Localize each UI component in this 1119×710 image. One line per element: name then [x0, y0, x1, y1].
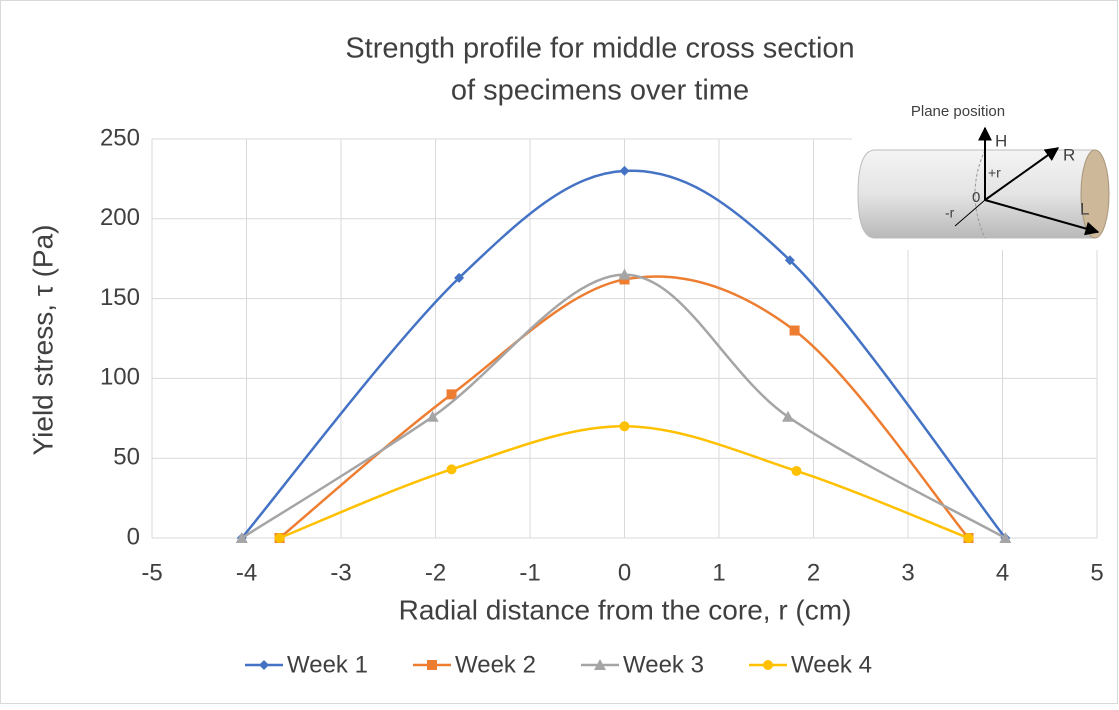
axis-l	[984, 199, 1100, 236]
x-tick-label: -1	[519, 559, 540, 586]
y-tick-label: 0	[127, 523, 140, 550]
marker	[999, 532, 1012, 543]
legend-label: Week 3	[623, 651, 704, 678]
x-tick-label: 2	[807, 559, 820, 586]
inset-label: H	[995, 131, 1007, 150]
marker	[446, 464, 457, 475]
marker	[274, 533, 285, 543]
marker	[235, 532, 248, 543]
inset-diagram: Plane position H R +r 0 -r L	[852, 103, 1114, 250]
legend-item: Week 3	[581, 651, 704, 678]
marker	[618, 268, 631, 280]
legend-item: Week 1	[245, 651, 368, 678]
y-tick-label: 200	[100, 204, 140, 231]
marker	[426, 410, 439, 422]
marker	[454, 272, 465, 283]
marker	[594, 659, 606, 670]
chart-title: Strength profile for middle cross sectio…	[345, 33, 854, 65]
cylinder-end	[1080, 149, 1110, 239]
x-tick-label: 4	[996, 559, 1009, 586]
marker	[791, 465, 802, 476]
legend-item: Week 4	[749, 651, 872, 678]
chart-title: of specimens over time	[451, 75, 749, 107]
y-axis-title: Yield stress, τ (Pa)	[27, 225, 58, 456]
marker	[763, 660, 773, 670]
inset-label: 0	[972, 189, 980, 206]
y-tick-label: 50	[113, 444, 140, 471]
axis-minus-r	[954, 199, 986, 227]
axis-r	[984, 147, 1060, 201]
x-tick-label: -5	[141, 559, 162, 586]
inset-label: R	[1063, 145, 1075, 164]
marker	[963, 533, 974, 543]
legend-item: Week 2	[413, 651, 536, 678]
cylinder-body	[857, 149, 1096, 239]
marker	[781, 410, 794, 422]
inset-label: -r	[945, 205, 955, 221]
marker	[619, 165, 630, 176]
x-axis-title: Radial distance from the core, r (cm)	[399, 594, 852, 625]
x-tick-label: 1	[712, 559, 725, 586]
legend-label: Week 4	[791, 651, 872, 678]
x-tick-label: 0	[618, 559, 631, 586]
legend-label: Week 1	[287, 651, 368, 678]
inset-label: +r	[988, 165, 1001, 181]
marker	[619, 421, 630, 432]
y-tick-label: 100	[100, 364, 140, 391]
x-tick-label: 3	[901, 559, 914, 586]
inset-title: Plane position	[911, 103, 1005, 120]
y-tick-label: 150	[100, 284, 140, 311]
plane	[974, 149, 986, 239]
marker	[789, 325, 800, 336]
x-tick-label: -3	[330, 559, 351, 586]
x-tick-label: 5	[1090, 559, 1103, 586]
x-tick-label: -2	[425, 559, 446, 586]
marker	[784, 255, 795, 266]
y-tick-label: 250	[100, 124, 140, 151]
x-tick-label: -4	[236, 559, 257, 586]
marker	[446, 389, 457, 400]
legend-label: Week 2	[455, 651, 536, 678]
marker	[427, 660, 437, 670]
marker	[259, 660, 269, 670]
inset-label: L	[1080, 199, 1089, 218]
